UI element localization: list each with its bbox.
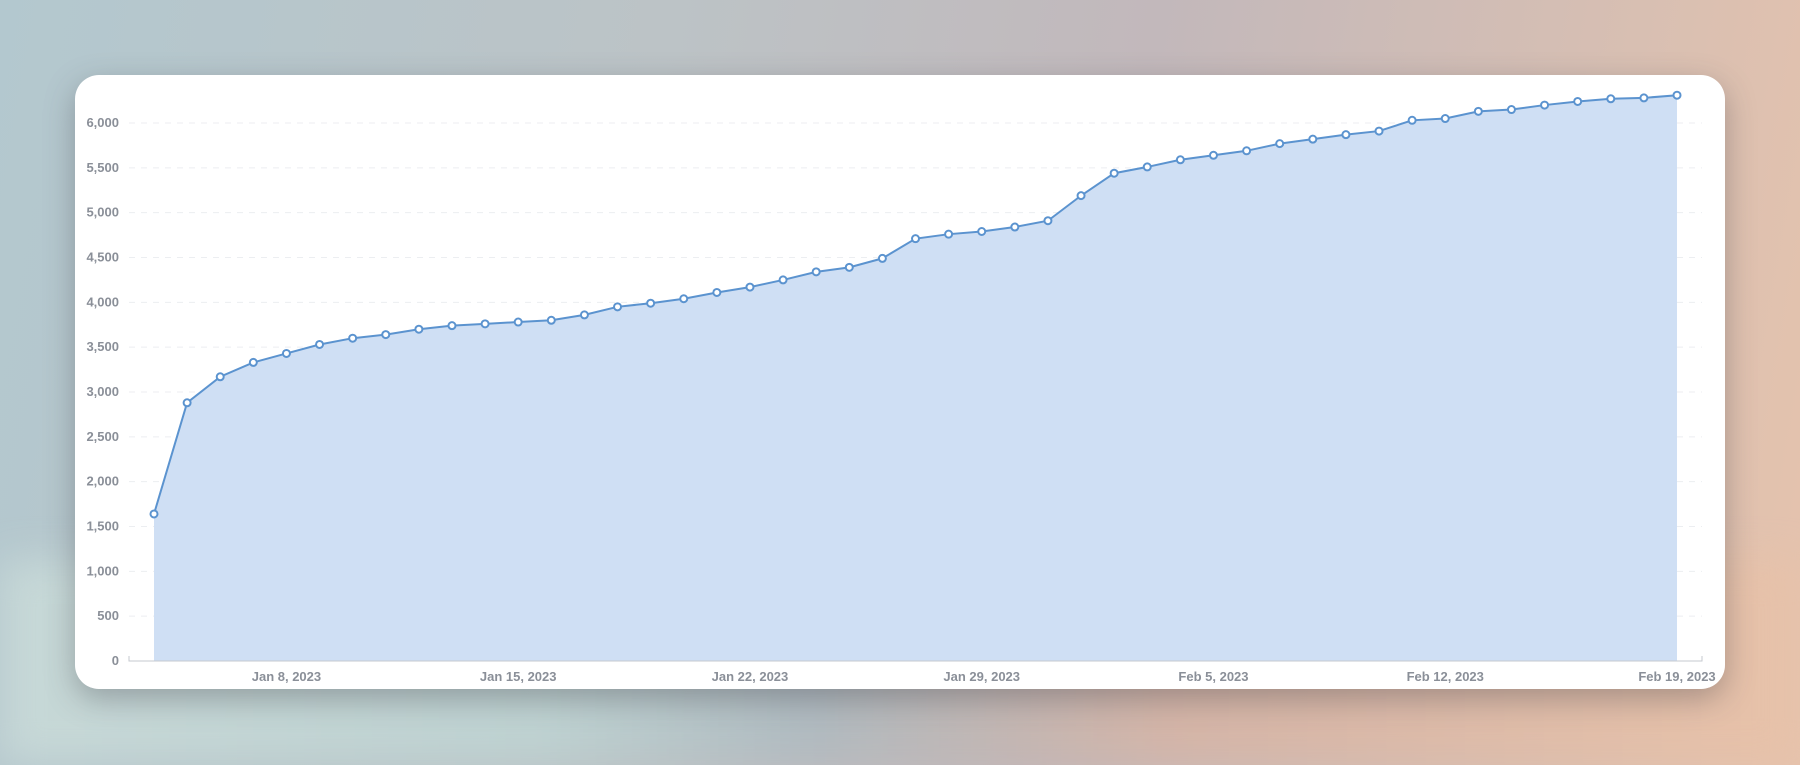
data-point [1142,162,1152,172]
data-point [679,294,689,304]
y-tick-label: 5,500 [86,160,119,175]
data-point [977,226,987,236]
y-tick-label: 6,000 [86,115,119,130]
data-point [348,333,358,343]
data-point [1208,150,1218,160]
data-point [1043,216,1053,226]
data-point [1341,130,1351,140]
data-point [513,317,523,327]
y-tick-label: 1,500 [86,519,119,534]
data-point [215,372,225,382]
data-point [944,229,954,239]
y-tick-label: 500 [97,608,119,623]
y-tick-label: 4,500 [86,250,119,265]
data-point [182,398,192,408]
data-point [1540,100,1550,110]
data-point [1010,222,1020,232]
data-point [1109,168,1119,178]
x-tick-label: Jan 22, 2023 [712,669,789,684]
data-point [778,275,788,285]
x-tick-label: Jan 29, 2023 [943,669,1020,684]
data-point [546,315,556,325]
area-fill [154,95,1677,662]
data-point [1573,96,1583,106]
data-point [646,298,656,308]
x-tick-label: Feb 5, 2023 [1178,669,1248,684]
data-point [712,287,722,297]
y-tick-label: 1,000 [86,563,119,578]
y-tick-label: 2,500 [86,429,119,444]
data-point [579,310,589,320]
data-point [745,282,755,292]
y-tick-label: 3,000 [86,384,119,399]
y-tick-label: 0 [112,653,119,668]
y-tick-label: 3,500 [86,339,119,354]
data-point [315,339,325,349]
data-point [414,324,424,334]
x-tick-label: Jan 8, 2023 [252,669,321,684]
data-point [1374,126,1384,136]
x-tick-label: Feb 19, 2023 [1638,669,1715,684]
data-point [1672,90,1682,100]
data-point [1606,94,1616,104]
y-tick-label: 2,000 [86,474,119,489]
x-tick-label: Feb 12, 2023 [1407,669,1484,684]
data-point [447,321,457,331]
data-point [281,348,291,358]
x-tick-label: Jan 15, 2023 [480,669,557,684]
data-point [1407,115,1417,125]
data-point [381,330,391,340]
y-tick-label: 5,000 [86,205,119,220]
data-point [1242,146,1252,156]
data-point [149,509,159,519]
data-point [811,267,821,277]
data-point [844,262,854,272]
data-point [1308,134,1318,144]
data-point [480,319,490,329]
x-axis-line [128,656,1703,662]
data-point [1076,191,1086,201]
data-point [911,234,920,244]
data-point [613,302,623,312]
data-point [1440,114,1450,124]
data-point [1275,139,1285,149]
data-point [877,253,887,263]
data-point [1506,105,1516,115]
data-point [1473,106,1483,116]
data-point [1639,93,1649,103]
y-tick-label: 4,000 [86,294,119,309]
data-point [248,357,258,367]
data-point [1175,155,1185,165]
